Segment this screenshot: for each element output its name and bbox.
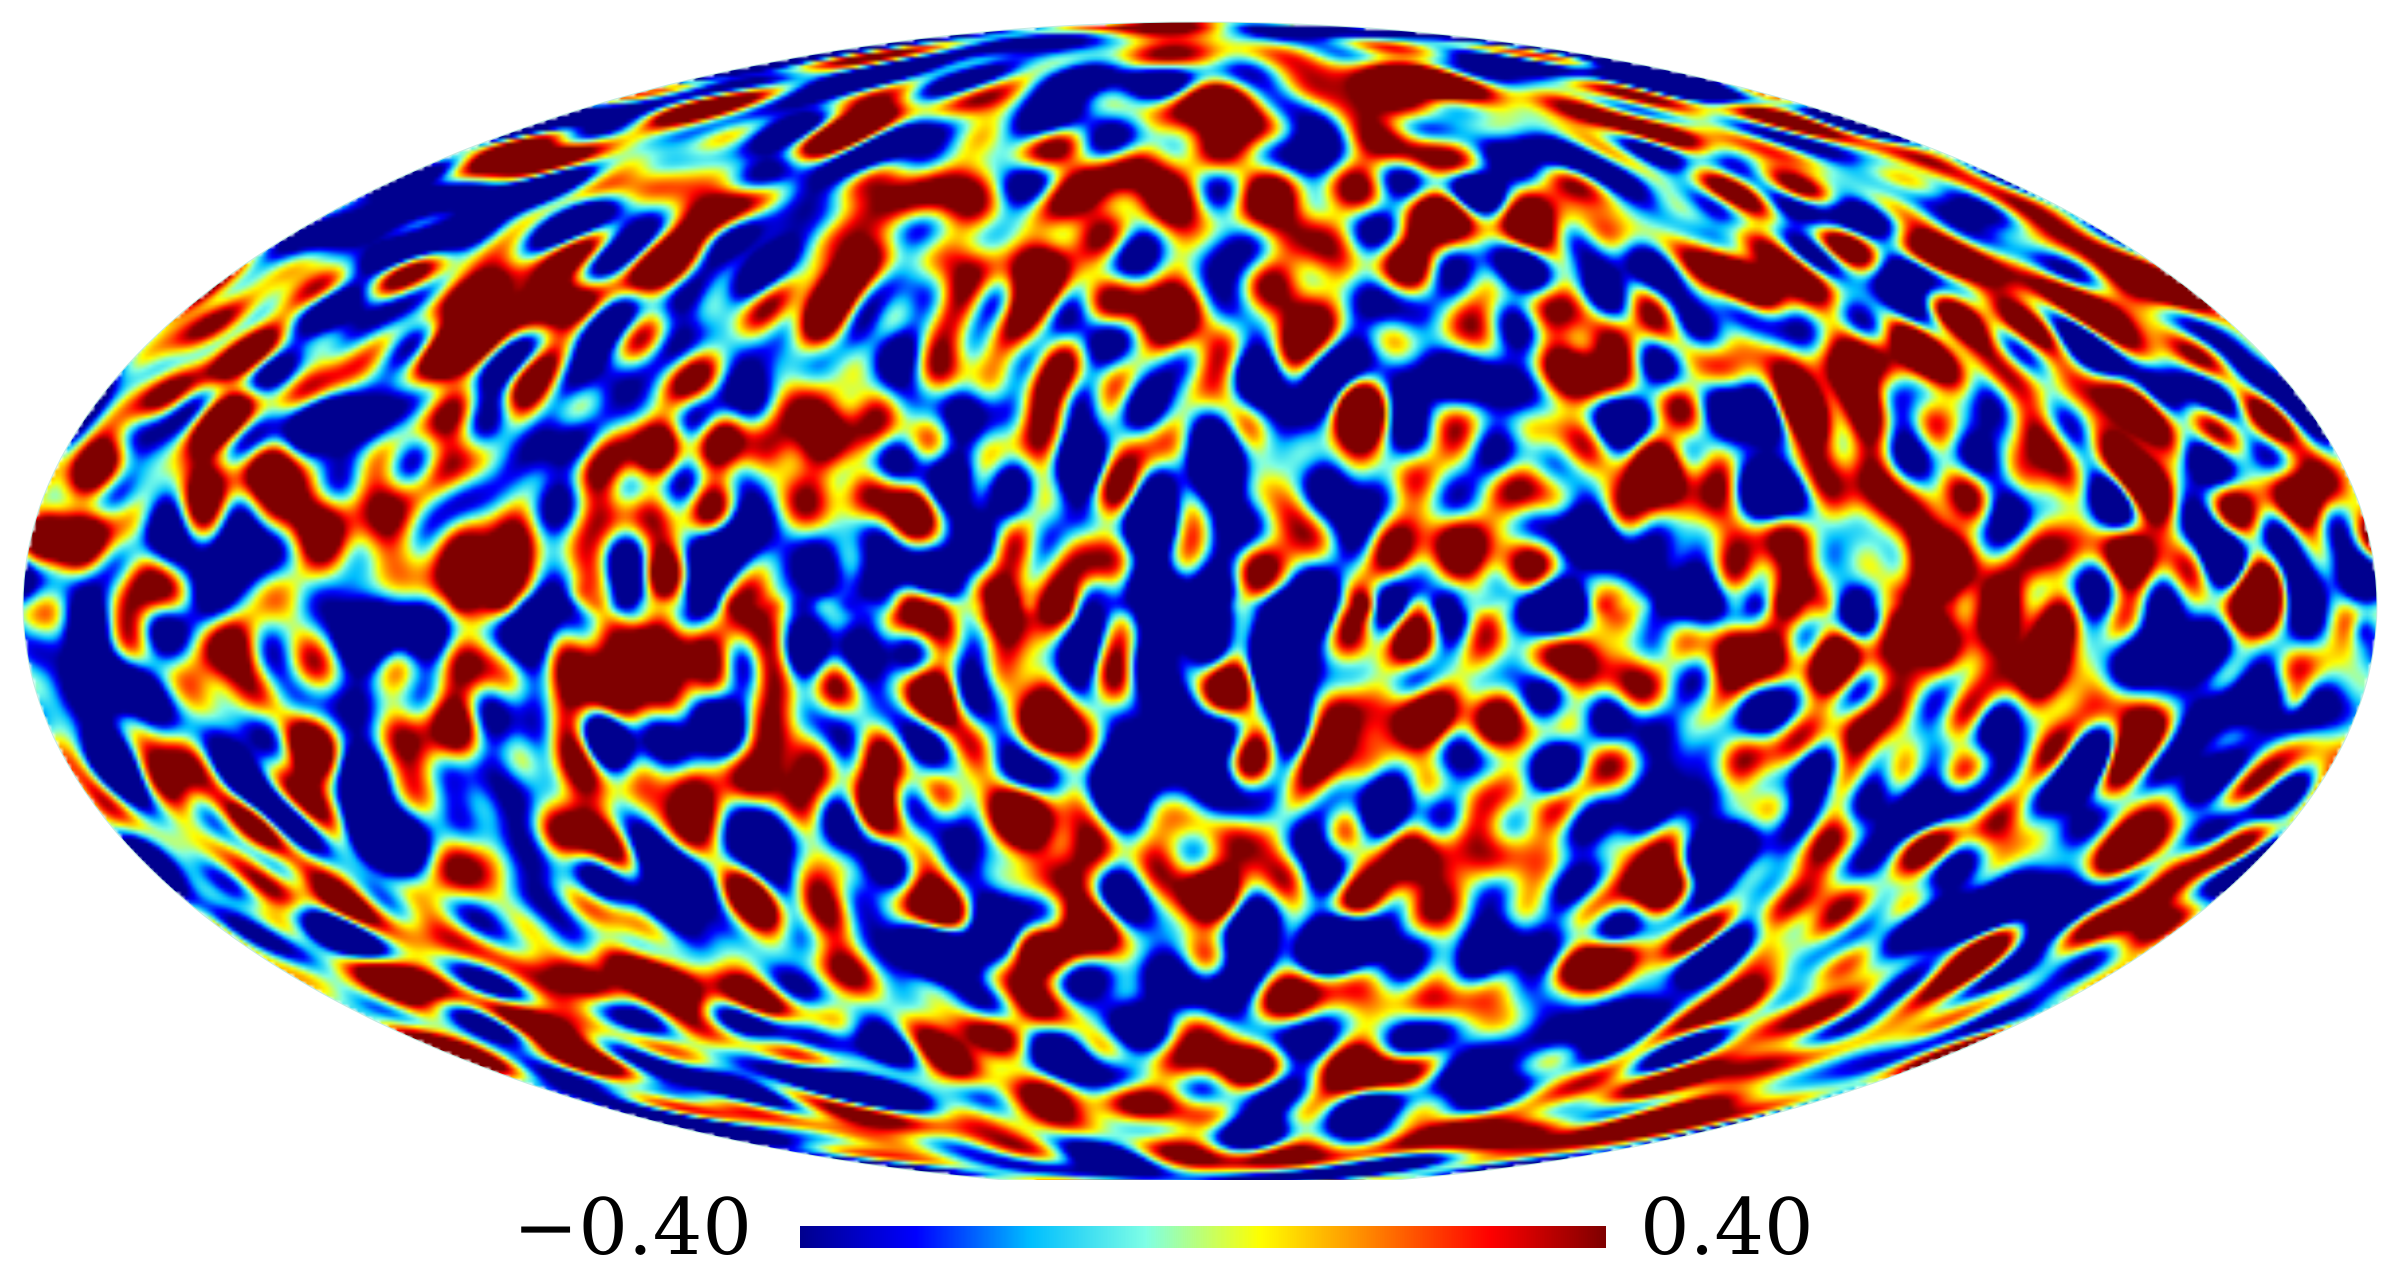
- colorbar-max-label: 0.40: [1640, 1183, 1814, 1273]
- colorbar-gradient: [800, 1226, 1606, 1248]
- sky-map: [22, 21, 2378, 1180]
- mollweide-sky-map: [23, 22, 2377, 1180]
- colorbar-min-label: −0.40: [512, 1183, 752, 1273]
- map-outline: [22, 21, 2378, 1180]
- colorbar: −0.40 0.40: [0, 1180, 2400, 1278]
